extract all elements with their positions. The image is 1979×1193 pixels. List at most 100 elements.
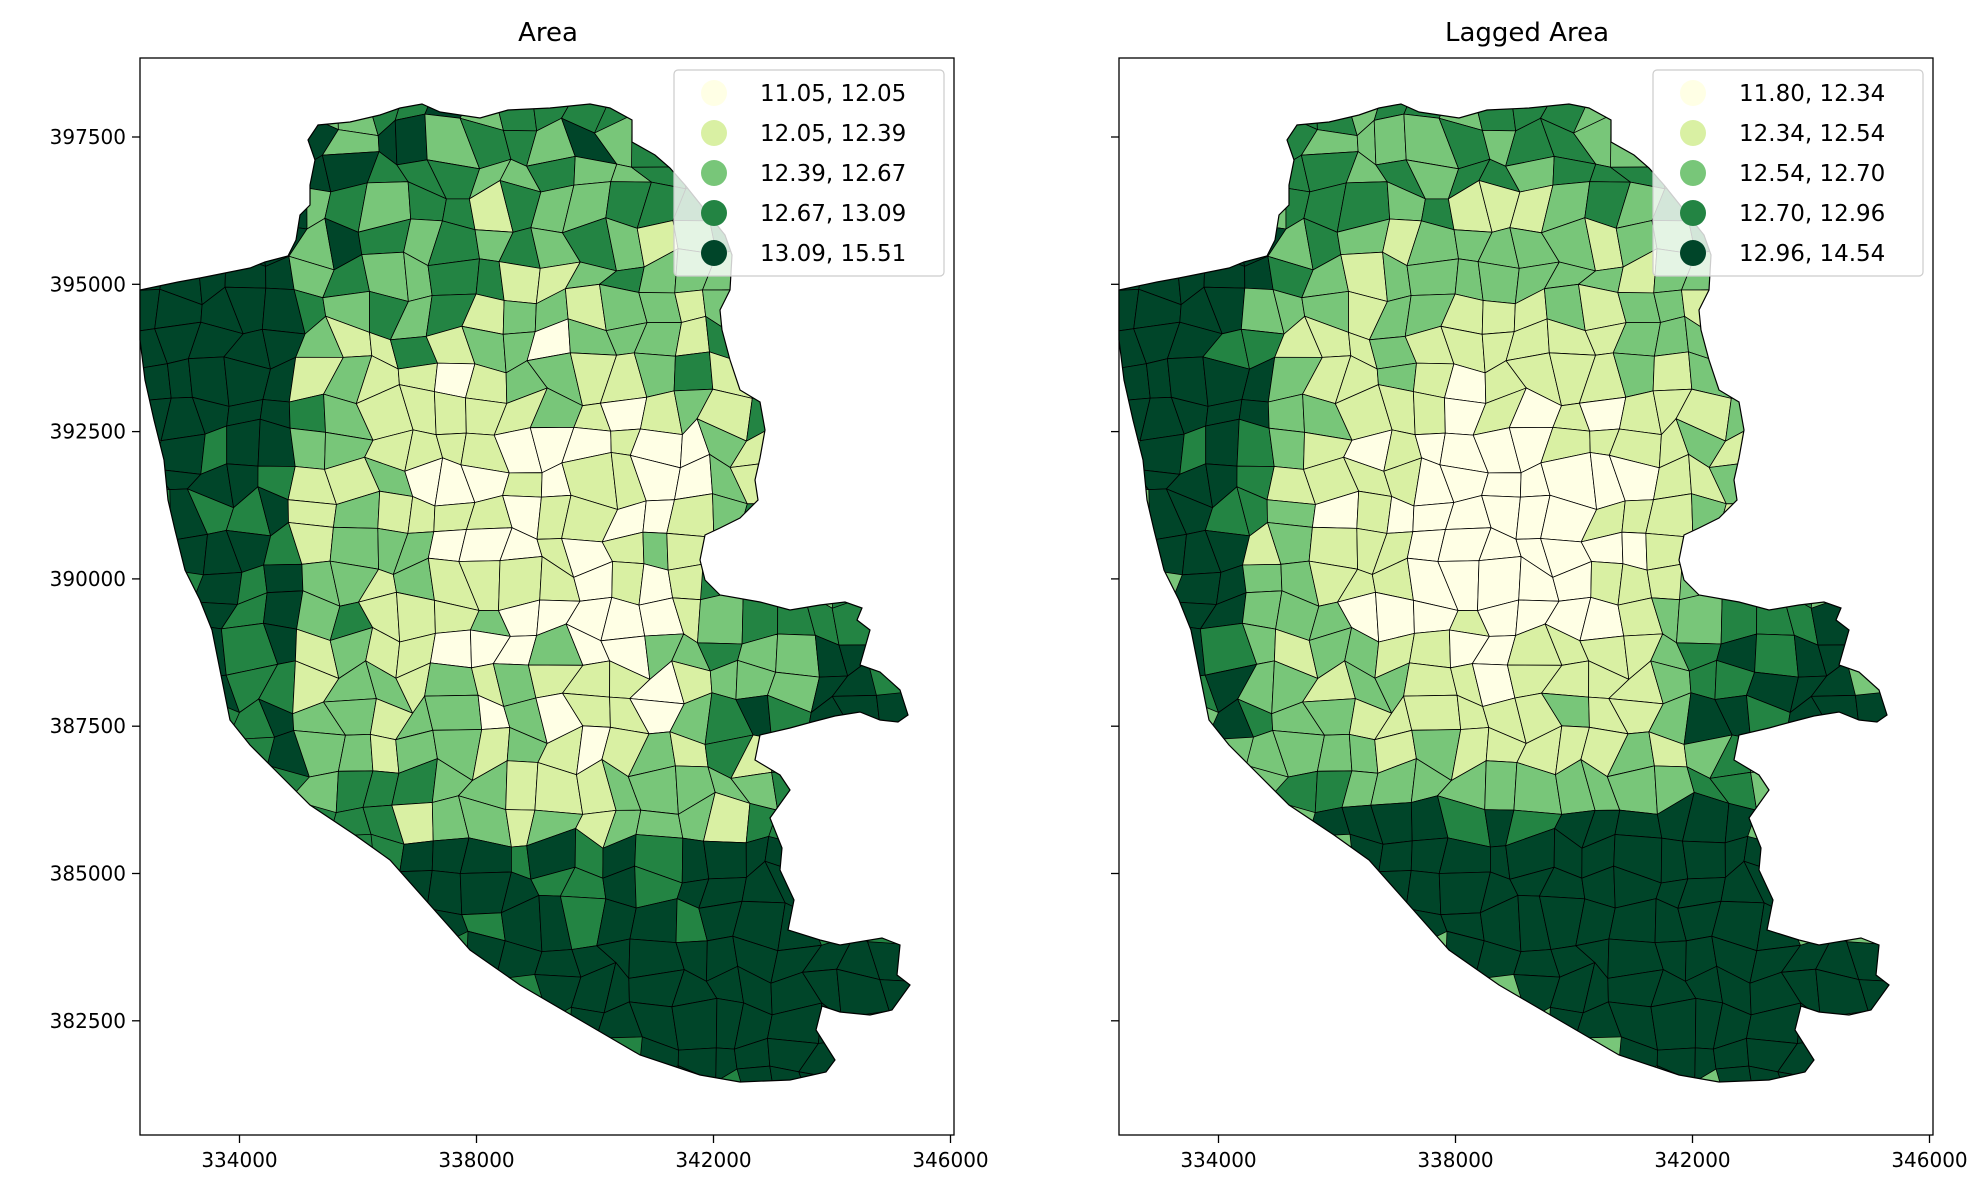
zone-polygon xyxy=(1241,590,1283,630)
zone-polygon xyxy=(736,1065,776,1082)
choropleth-map xyxy=(139,103,911,1083)
zone-polygon xyxy=(1715,1065,1755,1082)
zone-polygon xyxy=(289,427,326,470)
zone-polygon xyxy=(673,351,714,392)
panel-title: Lagged Area xyxy=(1445,18,1609,48)
x-axis-ticks: 334000 338000 342000 346000 xyxy=(1180,1135,1968,1172)
zone-polygon xyxy=(1403,694,1462,731)
zone-polygon xyxy=(671,997,718,1051)
legend-marker xyxy=(701,200,727,226)
x-axis-ticks: 334000 338000 342000 346000 xyxy=(201,1135,989,1172)
legend-box xyxy=(1652,69,1924,277)
legend-label: 11.05, 12.05 xyxy=(760,81,906,107)
zone-polygon xyxy=(1412,391,1446,436)
x-tick-label: 346000 xyxy=(912,1148,988,1172)
legend-label: 12.70, 12.96 xyxy=(1739,201,1885,227)
zone-polygon xyxy=(1356,490,1393,534)
zone-polygon xyxy=(1408,629,1451,669)
x-tick-label: 334000 xyxy=(201,1148,277,1172)
zone-polygon xyxy=(1205,418,1240,467)
map-panel-lagged-area: Lagged Area 334000 338000 342000 346000 11.… xyxy=(1111,18,1968,1172)
legend: 11.05, 12.05 12.05, 12.39 12.39, 12.67 12.6… xyxy=(673,69,945,277)
zone-polygon xyxy=(1682,840,1726,880)
region-boundary xyxy=(1118,103,1890,1083)
zone-polygon xyxy=(703,840,747,880)
legend-label: 12.34, 12.54 xyxy=(1739,121,1885,147)
zone-polygon xyxy=(424,694,483,731)
y-axis-ticks xyxy=(1111,136,1119,1022)
x-tick-label: 342000 xyxy=(675,1148,751,1172)
zone-polygon xyxy=(667,563,704,601)
zone-polygon xyxy=(1614,809,1663,839)
zone-polygon xyxy=(1348,733,1379,774)
zone-polygon xyxy=(394,113,428,166)
y-tick-label: 385000 xyxy=(50,862,126,886)
y-tick-label: 392500 xyxy=(50,420,126,444)
legend-marker xyxy=(1680,160,1706,186)
zone-polygon xyxy=(1481,300,1516,335)
zone-polygon xyxy=(502,300,537,335)
zone-polygon xyxy=(1484,760,1518,811)
legend-marker xyxy=(701,240,727,266)
zone-polygon xyxy=(769,1065,814,1082)
legend-label: 12.67, 13.09 xyxy=(760,201,906,227)
zone-polygon xyxy=(427,258,480,296)
zone-polygon xyxy=(498,261,541,305)
x-tick-label: 342000 xyxy=(1654,1148,1730,1172)
y-tick-label: 390000 xyxy=(50,567,126,591)
zone-polygon xyxy=(1268,427,1305,470)
zone-polygon xyxy=(775,633,820,678)
y-tick-label: 395000 xyxy=(50,272,126,296)
legend-marker xyxy=(1680,80,1706,106)
zone-polygon xyxy=(1652,351,1693,392)
legend-marker xyxy=(701,80,727,106)
legend-label: 12.54, 12.70 xyxy=(1739,161,1885,187)
y-axis-ticks: 397500 395000 392500 390000 387500 385000 3825… xyxy=(50,125,140,1033)
zone-polygon xyxy=(1481,472,1522,498)
zone-polygon xyxy=(1406,258,1459,296)
zone-polygon xyxy=(1748,1065,1793,1082)
zone-polygon xyxy=(433,391,467,436)
x-tick-label: 334000 xyxy=(1180,1148,1256,1172)
zone-polygon xyxy=(226,418,261,467)
legend-marker xyxy=(701,120,727,146)
zone-polygon xyxy=(377,490,414,534)
zone-polygon xyxy=(262,590,304,630)
zone-polygon xyxy=(1477,261,1520,305)
legend-label: 11.80, 12.34 xyxy=(1739,81,1885,107)
legend-label: 13.09, 15.51 xyxy=(760,241,906,267)
zone-polygon xyxy=(263,563,304,594)
y-tick-label: 382500 xyxy=(50,1009,126,1033)
legend-marker xyxy=(1680,240,1706,266)
zone-polygon xyxy=(505,760,539,811)
legend-marker xyxy=(1680,200,1706,226)
zone-polygon xyxy=(399,840,434,873)
zone-polygon xyxy=(1403,662,1458,697)
region-boundary xyxy=(139,103,911,1083)
y-tick-label: 387500 xyxy=(50,714,126,738)
legend-box xyxy=(673,69,945,277)
legend: 11.80, 12.34 12.34, 12.54 12.54, 12.70 12.7… xyxy=(1652,69,1924,277)
zone-polygon xyxy=(1646,563,1683,601)
panel-title: Area xyxy=(518,18,578,48)
zone-polygon xyxy=(1373,113,1407,166)
legend-marker xyxy=(1680,120,1706,146)
legend-label: 12.96, 14.54 xyxy=(1739,241,1885,267)
zone-polygon xyxy=(502,472,543,498)
zone-polygon xyxy=(1242,563,1283,594)
zone-polygon xyxy=(1378,840,1413,873)
zone-polygon xyxy=(369,733,400,774)
map-panel-area: Area 334000 338000 342000 346000 397500 3950… xyxy=(50,18,989,1172)
zone-polygon xyxy=(1754,633,1799,678)
zone-polygon xyxy=(424,662,479,697)
x-tick-label: 338000 xyxy=(438,1148,514,1172)
legend-marker xyxy=(701,160,727,186)
y-tick-label: 397500 xyxy=(50,125,126,149)
legend-label: 12.39, 12.67 xyxy=(760,161,906,187)
zone-polygon xyxy=(1650,997,1697,1051)
zone-polygon xyxy=(635,809,684,839)
x-tick-label: 338000 xyxy=(1417,1148,1493,1172)
x-tick-label: 346000 xyxy=(1891,1148,1967,1172)
legend-label: 12.05, 12.39 xyxy=(760,121,906,147)
